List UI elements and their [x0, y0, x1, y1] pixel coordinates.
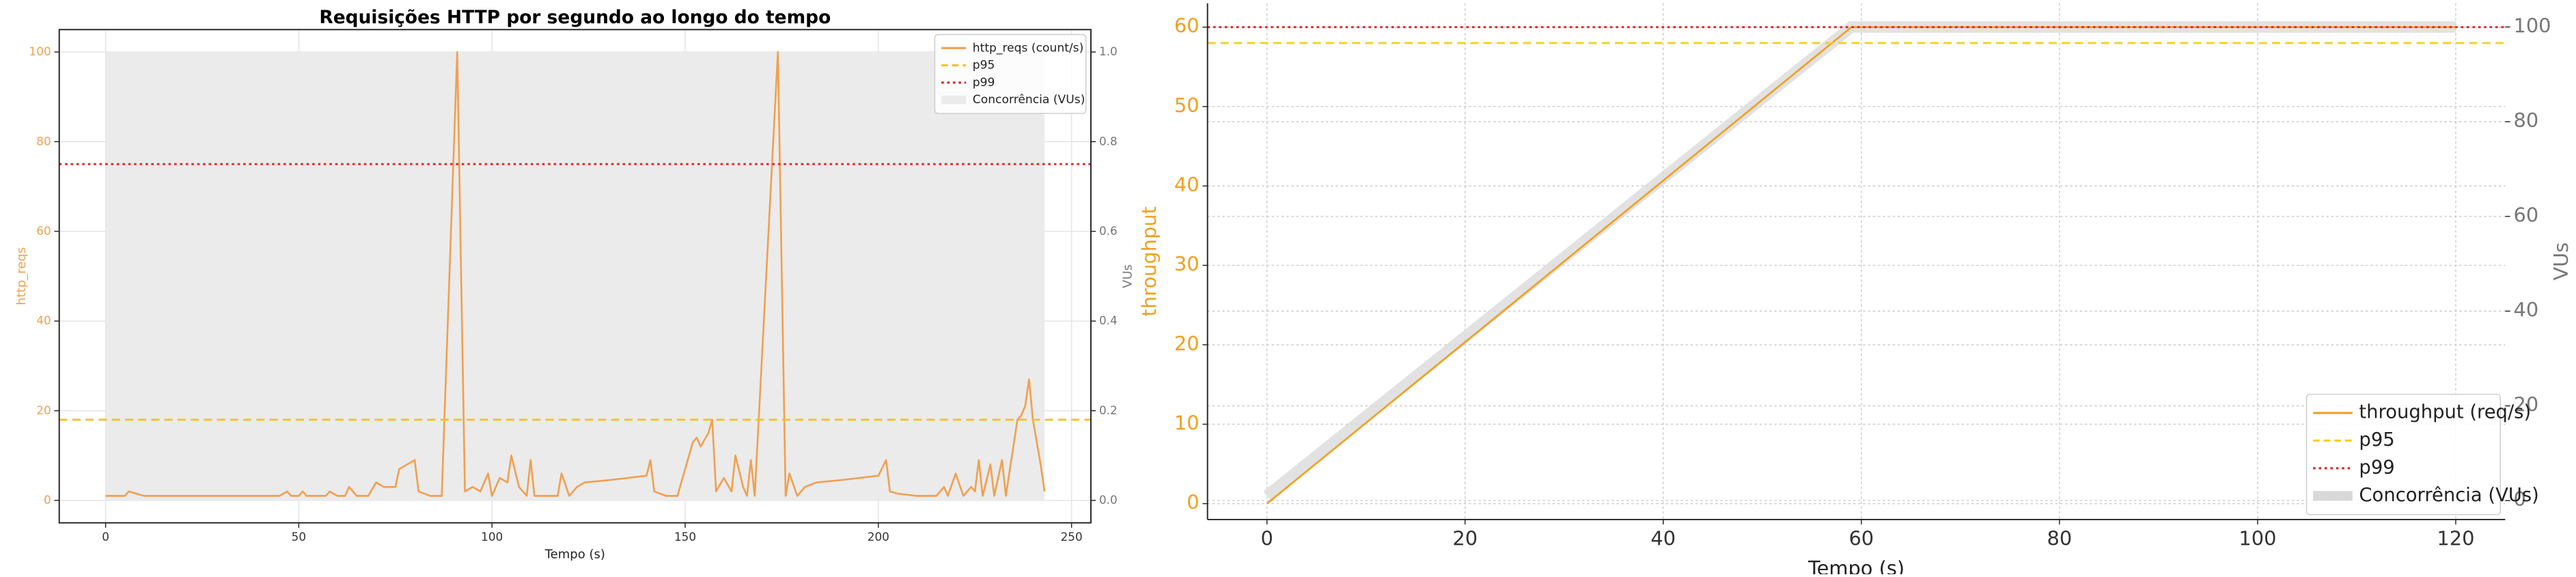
x-tick-label: 120 — [2437, 527, 2474, 550]
legend-box — [2305, 393, 2501, 515]
y-axis-label: throughput — [1137, 206, 1161, 317]
y-tick-label: 40 — [36, 314, 51, 327]
chart: 0 20 40 60 80 100 120 0 10 20 30 40 50 60 0 20 40 60 80 100… — [1137, 3, 2573, 577]
axes-frame — [58, 29, 1092, 524]
legend-label: p99 — [2359, 457, 2394, 478]
y-tick-label: 80 — [36, 134, 51, 148]
y-tick-label: 60 — [36, 224, 51, 237]
chart-title: Requisições HTTP por segundo ao longo do… — [319, 7, 831, 28]
y-tick-label: 40 — [1174, 173, 1200, 196]
x-tick-label: 100 — [2239, 527, 2276, 550]
y-tick-label: 100 — [29, 44, 51, 58]
x-tick-label: 150 — [674, 530, 696, 544]
y2-tick-label: 100 — [2513, 14, 2551, 37]
y2-tick-label: 1.0 — [1099, 44, 1118, 58]
y2-tick-label: 0.6 — [1099, 224, 1118, 237]
legend-label: p95 — [973, 59, 995, 72]
y2-tick-label: 20 — [2513, 393, 2538, 416]
legend-label: Concorrência (VUs) — [2359, 485, 2538, 506]
x-tick-label: 50 — [292, 530, 306, 544]
legend-label: http_reqs (count/s) — [973, 41, 1084, 55]
legend-swatch — [941, 95, 967, 105]
x-axis-label: Tempo (s) — [544, 547, 605, 561]
legend-label: p99 — [973, 76, 995, 90]
legend-label: throughput (req/s) — [2359, 402, 2531, 423]
y-tick-label: 50 — [1174, 94, 1200, 117]
x-tick-label: 20 — [1452, 527, 1478, 550]
y2-axis-label: VUs — [1121, 265, 1135, 288]
x-tick-label: 60 — [1848, 527, 1874, 550]
legend-box — [934, 33, 1087, 114]
y-tick-label: 0 — [44, 493, 51, 507]
x-axis-label: Tempo (s) — [1808, 556, 1905, 574]
chart: 0 50 100 150 200 250 0 20 40 60 80 100 0.0 0.2 0.4 0.6 0… — [14, 7, 1135, 561]
legend-label: p95 — [2359, 429, 2394, 451]
x-tick-label: 250 — [1061, 530, 1083, 544]
y2-tick-label: 0.4 — [1099, 314, 1118, 327]
x-tick-label: 40 — [1650, 527, 1676, 550]
y-tick-label: 10 — [1174, 412, 1200, 435]
x-tick-label: 0 — [102, 530, 109, 544]
x-tick-label: 0 — [1260, 527, 1273, 550]
concurrency-area — [105, 52, 1045, 500]
y2-axis-label: VUs — [2549, 242, 2573, 280]
y2-tick-label: 0.0 — [1099, 493, 1118, 507]
y2-tick-label: 0 — [2513, 487, 2525, 511]
x-tick-label: 80 — [2047, 527, 2073, 550]
y2-tick-label: 80 — [2513, 109, 2538, 132]
y2-tick-label: 0.8 — [1099, 134, 1118, 148]
y-tick-label: 20 — [1174, 332, 1200, 355]
y-tick-label: 60 — [1174, 14, 1200, 38]
y-tick-label: 0 — [1187, 491, 1199, 514]
y2-tick-label: 0.2 — [1099, 403, 1118, 417]
x-tick-label: 100 — [481, 530, 503, 544]
legend: http_reqs (count/s) p95 p99 Concorrência (V… — [934, 33, 1087, 114]
y-axis-label: http_reqs — [14, 247, 29, 306]
y2-tick-label: 40 — [2513, 298, 2538, 321]
y-tick-label: 20 — [36, 403, 51, 417]
legend: throughput (req/s) p95 p99 Concorrência (VU… — [2305, 393, 2539, 515]
y2-tick-label: 60 — [2513, 204, 2538, 227]
legend-label: Concorrência (VUs) — [973, 93, 1085, 107]
y-tick-label: 30 — [1174, 252, 1200, 276]
x-tick-label: 200 — [868, 530, 889, 544]
data-line — [105, 51, 1046, 497]
